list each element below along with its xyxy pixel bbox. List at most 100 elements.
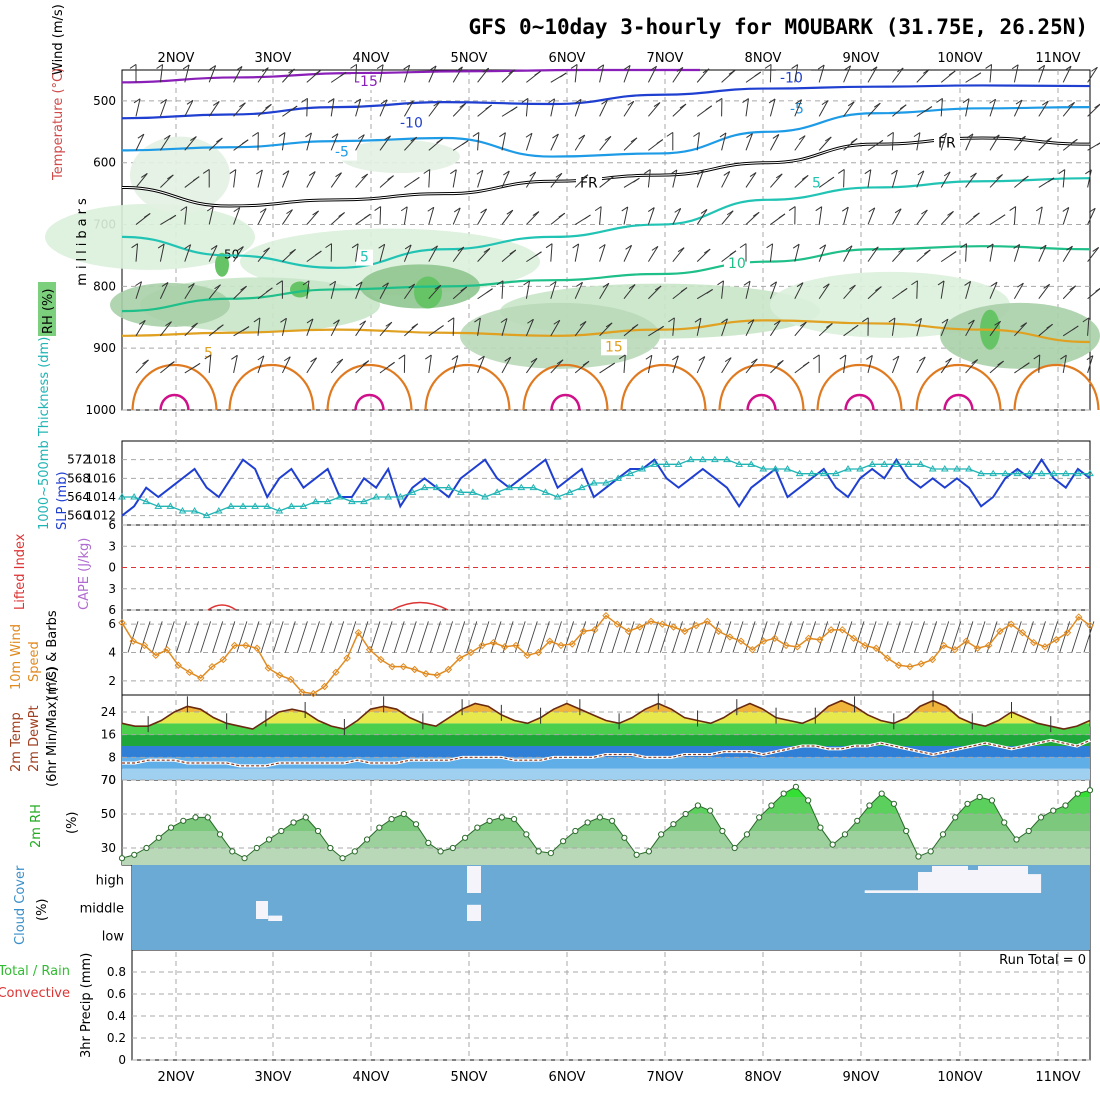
wind-barb (599, 283, 610, 299)
rh-blob (130, 136, 230, 214)
cape-label: CAPE (J/kg) (77, 538, 92, 610)
surface-barb (381, 621, 393, 653)
wind-barb-flag (631, 324, 639, 329)
wind-barb-flag (523, 280, 530, 286)
rh-label-group: RH (%) (41, 289, 56, 334)
wind-barb-flag (553, 319, 561, 325)
wind-barb (794, 64, 799, 83)
rh-marker (756, 814, 763, 821)
wind-barb-flag (1046, 323, 1053, 329)
wind-marker (1075, 613, 1083, 621)
slp-tick: 1014 (85, 490, 116, 504)
surface-barb (466, 621, 478, 653)
surface-barb (768, 621, 780, 653)
wind-marker (636, 623, 644, 631)
wind-barb-flag (850, 138, 858, 143)
thickness-marker (505, 483, 514, 491)
wind-barb (989, 64, 993, 83)
temp-band (122, 712, 1090, 724)
wind-barb-flag (694, 317, 702, 323)
top-day-label: 2NOV (158, 51, 195, 66)
wind-barb-flag (193, 362, 201, 368)
wind-barb-flag (286, 209, 293, 215)
wind-barb (769, 134, 780, 151)
wind-barb-flag (555, 172, 563, 178)
wind-barb (843, 245, 853, 262)
speed-label: Speed (27, 641, 42, 682)
wind-barb (696, 170, 704, 188)
rh-marker (719, 827, 726, 835)
wind-barb (1013, 206, 1017, 225)
wind-barb-flag (506, 209, 514, 215)
wind-barb-flag (331, 133, 339, 139)
wind-marker (523, 651, 531, 660)
wind-barb-flag (1023, 362, 1030, 368)
wind-barb-flag (726, 210, 734, 216)
wind-barb (1013, 64, 1019, 83)
bottom-day-label: 4NOV (353, 1070, 390, 1085)
wind-marker (1086, 621, 1094, 630)
wind-barb-flag (284, 356, 291, 362)
wind-barb (794, 99, 803, 117)
wind-barb (379, 64, 384, 83)
temp-band (122, 768, 1090, 780)
wind-barb-flag (948, 70, 956, 76)
thickness-marker (650, 460, 659, 467)
wind-barb-flag (891, 169, 898, 175)
wind-barb (843, 207, 849, 225)
wind-barb (1062, 102, 1075, 117)
surface-barb (829, 621, 841, 653)
wind-barb-flag (604, 135, 612, 141)
thickness-marker (1049, 469, 1058, 477)
wind-barb (623, 284, 636, 300)
wind-barb-flag (677, 247, 685, 253)
pressure-tick: 800 (93, 279, 116, 293)
wind-barb (648, 285, 662, 300)
li-label-group: Lifted Index CAPE (J/kg) (13, 533, 92, 610)
thickness-marker (396, 493, 405, 500)
wind-barb-flag (315, 250, 322, 256)
wind-barb (696, 356, 706, 374)
precip-total-label: Total / Rain (0, 964, 70, 979)
wind-barb-flag (992, 134, 1000, 140)
wind-barb-flag (486, 288, 493, 294)
wind-barb (818, 283, 830, 300)
contour-label: FR (938, 135, 956, 151)
wind-barb (306, 318, 314, 336)
wind-barb (428, 245, 438, 262)
wind-barb (208, 206, 214, 225)
wind-tick: 2 (108, 674, 116, 688)
wind-barb-flag (608, 362, 615, 368)
wind-marker (748, 645, 757, 654)
wind-barb-flag (552, 133, 559, 139)
wind-barb-flag (451, 355, 459, 360)
wind-marker (253, 644, 261, 652)
wind-barb (989, 174, 1003, 188)
wind-marker (838, 626, 847, 634)
wind-barb (940, 98, 943, 117)
wind-marker (827, 626, 835, 634)
wind-barb-flag (974, 72, 982, 78)
wind-barb-flag (752, 211, 760, 217)
thickness-marker (977, 469, 985, 477)
wind-barb-flag (796, 282, 804, 288)
surface-barb (442, 621, 454, 653)
thickness-marker (1025, 469, 1034, 477)
wind-barb-flag (968, 319, 975, 325)
temp25-loop (354, 393, 385, 411)
wind-barb-flag (728, 69, 736, 75)
wind-barb (159, 64, 164, 83)
wind-barb (794, 282, 804, 299)
rh-marker (645, 848, 652, 855)
wind-barb (355, 173, 369, 188)
wind-barb (721, 210, 734, 225)
wind-barb (452, 355, 459, 374)
run-total-label: Run Total = 0 (999, 953, 1086, 968)
wind-barb (843, 169, 845, 188)
wind-barb-flag (457, 246, 465, 252)
wind-barb (672, 67, 684, 83)
wind-barb-flag (653, 102, 661, 107)
wind-barb-flag (937, 280, 945, 286)
wind-marker (973, 644, 982, 652)
wind-barb (1014, 135, 1026, 151)
